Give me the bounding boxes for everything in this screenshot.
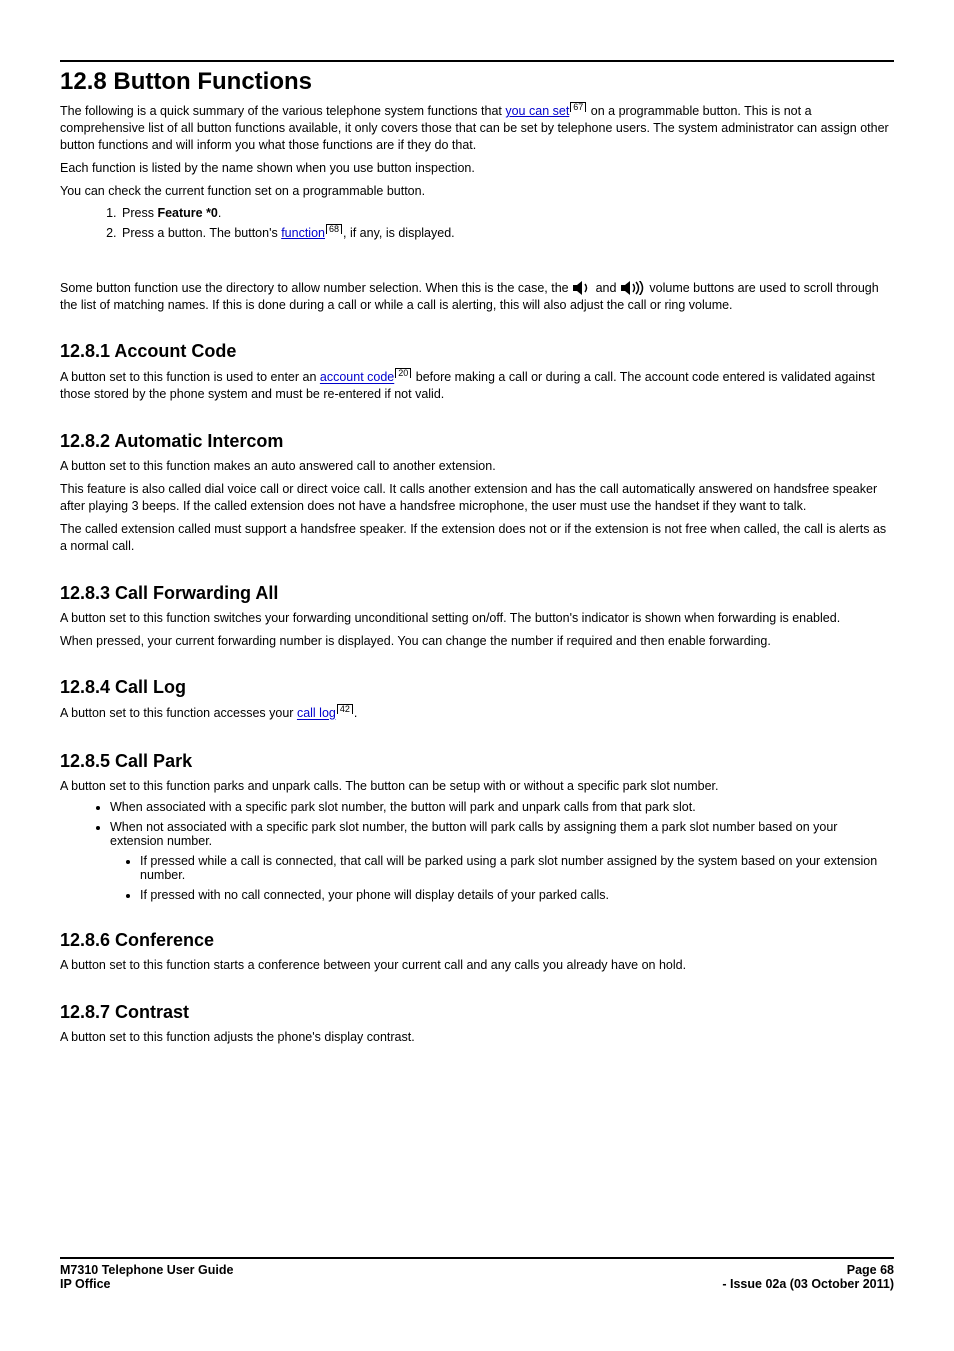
- document-page: 12.8 Button Functions The following is a…: [0, 0, 954, 1351]
- text: A button set to this function is used to…: [60, 371, 320, 385]
- list-item: If pressed while a call is connected, th…: [140, 854, 894, 882]
- section-paragraph: A button set to this function starts a c…: [60, 957, 894, 974]
- intro-paragraph-3: You can check the current function set o…: [60, 183, 894, 200]
- link-function[interactable]: function: [281, 226, 325, 240]
- text: Some button function use the directory t…: [60, 281, 572, 295]
- link-call-log[interactable]: call log: [297, 707, 336, 721]
- list-item: If pressed with no call connected, your …: [140, 888, 894, 902]
- step-2: Press a button. The button's function68,…: [120, 224, 894, 240]
- text: , if any, is displayed.: [343, 226, 455, 240]
- footer-guide-title: M7310 Telephone User Guide: [60, 1263, 233, 1277]
- text: and: [596, 281, 620, 295]
- section-paragraph: A button set to this function switches y…: [60, 610, 894, 627]
- list-item: When not associated with a specific park…: [110, 820, 894, 902]
- section-title-conference: 12.8.6 Conference: [60, 930, 894, 951]
- intro-paragraph-1: The following is a quick summary of the …: [60, 102, 894, 154]
- section-title-call-log: 12.8.4 Call Log: [60, 677, 894, 698]
- feature-code: Feature *0: [157, 206, 217, 220]
- page-ref: 20: [395, 368, 411, 378]
- link-you-can-set[interactable]: you can set: [505, 104, 569, 118]
- intro-paragraph-2: Each function is listed by the name show…: [60, 160, 894, 177]
- footer-page-number: Page 68: [722, 1263, 894, 1277]
- section-title-call-forwarding-all: 12.8.3 Call Forwarding All: [60, 583, 894, 604]
- section-title-contrast: 12.8.7 Contrast: [60, 1002, 894, 1023]
- section-paragraph: This feature is also called dial voice c…: [60, 481, 894, 515]
- footer-issue: - Issue 02a (03 October 2011): [722, 1277, 894, 1291]
- call-park-bullets: When associated with a specific park slo…: [60, 800, 894, 902]
- volume-paragraph: Some button function use the directory t…: [60, 280, 894, 314]
- text: Press: [122, 206, 157, 220]
- page-ref: 42: [337, 704, 353, 714]
- section-title-account-code: 12.8.1 Account Code: [60, 341, 894, 362]
- text: When not associated with a specific park…: [110, 820, 837, 848]
- text: The following is a quick summary of the …: [60, 104, 505, 118]
- page-ref: 68: [326, 224, 342, 234]
- text: .: [354, 707, 357, 721]
- section-title-call-park: 12.8.5 Call Park: [60, 751, 894, 772]
- footer-right: Page 68 - Issue 02a (03 October 2011): [722, 1263, 894, 1291]
- section-title-automatic-intercom: 12.8.2 Automatic Intercom: [60, 431, 894, 452]
- section-paragraph: A button set to this function accesses y…: [60, 704, 894, 722]
- section-paragraph: The called extension called must support…: [60, 521, 894, 555]
- footer-product: IP Office: [60, 1277, 233, 1291]
- text: Press a button. The button's: [122, 226, 281, 240]
- footer-left: M7310 Telephone User Guide IP Office: [60, 1263, 233, 1291]
- text: .: [218, 206, 221, 220]
- link-account-code[interactable]: account code: [320, 371, 394, 385]
- step-1: Press Feature *0.: [120, 206, 894, 220]
- section-paragraph: A button set to this function adjusts th…: [60, 1029, 894, 1046]
- steps-list: Press Feature *0. Press a button. The bu…: [60, 206, 894, 240]
- volume-up-icon: [620, 281, 646, 295]
- section-paragraph: When pressed, your current forwarding nu…: [60, 633, 894, 650]
- list-item: When associated with a specific park slo…: [110, 800, 894, 814]
- section-paragraph: A button set to this function is used to…: [60, 368, 894, 403]
- section-paragraph: A button set to this function parks and …: [60, 778, 894, 795]
- text: A button set to this function accesses y…: [60, 707, 297, 721]
- page-ref: 67: [570, 102, 586, 112]
- nested-bullets: If pressed while a call is connected, th…: [110, 854, 894, 902]
- section-paragraph: A button set to this function makes an a…: [60, 458, 894, 475]
- volume-down-icon: [572, 281, 592, 295]
- page-footer: M7310 Telephone User Guide IP Office Pag…: [60, 1257, 894, 1291]
- page-title: 12.8 Button Functions: [60, 60, 894, 96]
